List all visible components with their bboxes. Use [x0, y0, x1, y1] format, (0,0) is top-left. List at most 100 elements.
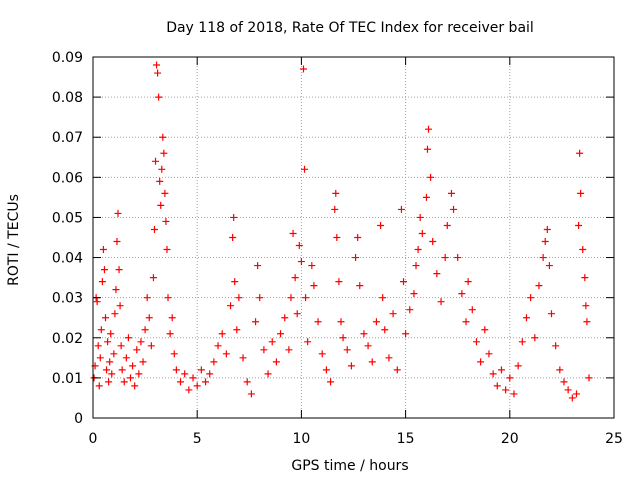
data-point: [93, 298, 101, 306]
data-point: [337, 318, 345, 326]
plot-frame: [92, 56, 615, 419]
data-point: [368, 358, 376, 366]
data-point: [197, 366, 205, 374]
y-tick-label: 0.06: [52, 170, 83, 186]
data-point: [304, 338, 312, 346]
data-point: [385, 354, 393, 362]
y-tick-label: 0.04: [52, 251, 83, 267]
y-axis-label: ROTI / TECUs: [6, 194, 22, 286]
data-point: [98, 278, 106, 286]
data-point: [100, 266, 108, 274]
data-point: [157, 201, 165, 209]
data-point: [110, 350, 118, 358]
data-point: [441, 254, 449, 262]
data-point: [268, 338, 276, 346]
data-point: [547, 310, 555, 318]
data-point: [423, 145, 431, 153]
data-point: [389, 310, 397, 318]
data-point: [379, 294, 387, 302]
data-point: [105, 378, 113, 386]
data-point: [481, 326, 489, 334]
y-tick-label: 0.08: [52, 90, 83, 106]
x-tick-label: 15: [397, 431, 415, 447]
chart-title: Day 118 of 2018, Rate Of TEC Index for r…: [166, 20, 534, 36]
data-point: [575, 221, 583, 229]
y-tick-label: 0.05: [52, 210, 83, 226]
data-point: [472, 338, 480, 346]
x-axis: 0 5 10 15 20 25: [89, 57, 623, 447]
data-point: [585, 374, 593, 382]
data-point: [412, 262, 420, 270]
data-point: [522, 314, 530, 322]
data-point: [229, 234, 237, 241]
data-point: [497, 366, 505, 374]
data-point: [410, 290, 418, 298]
data-point: [104, 338, 112, 346]
data-point: [185, 386, 193, 394]
data-point: [381, 326, 389, 334]
data-point: [352, 254, 360, 262]
data-point: [150, 225, 158, 233]
data-point: [285, 346, 293, 354]
data-point: [172, 366, 180, 374]
data-point: [135, 370, 143, 378]
data-point: [356, 282, 364, 290]
data-point: [107, 330, 115, 338]
data-point: [152, 157, 160, 165]
data-point: [94, 342, 102, 350]
data-point: [318, 350, 326, 358]
y-tick-label: 0.01: [52, 371, 83, 387]
data-point: [153, 61, 161, 69]
x-tick-label: 10: [292, 431, 310, 447]
y-tick-label: 0: [74, 411, 83, 427]
data-point: [133, 346, 141, 354]
data-point: [239, 354, 247, 362]
data-point: [343, 346, 351, 354]
data-point: [572, 390, 580, 398]
data-point: [230, 213, 238, 221]
data-point: [314, 318, 322, 326]
data-point: [131, 382, 139, 390]
data-point: [458, 290, 466, 298]
data-point: [364, 342, 372, 350]
data-point: [181, 370, 189, 378]
data-point: [177, 378, 185, 386]
data-point: [95, 382, 103, 390]
data-point: [127, 374, 135, 382]
data-point: [377, 221, 385, 229]
data-point: [227, 302, 235, 310]
data-point: [425, 125, 433, 133]
data-point: [120, 378, 128, 386]
data-point: [372, 318, 380, 326]
data-point: [264, 370, 272, 378]
data-point: [291, 274, 299, 282]
data-point: [564, 386, 572, 394]
data-point: [462, 318, 470, 326]
data-point: [327, 378, 335, 386]
x-tick-label: 0: [89, 431, 98, 447]
data-point: [214, 342, 222, 350]
data-point: [103, 366, 111, 374]
data-point: [560, 378, 568, 386]
data-point: [489, 370, 497, 378]
data-point: [161, 189, 169, 197]
data-point: [502, 386, 510, 394]
data-point: [527, 294, 535, 302]
data-point: [322, 366, 330, 374]
x-tick-label: 5: [193, 431, 202, 447]
data-point: [117, 342, 125, 350]
data-point: [577, 189, 585, 197]
y-axis: 0 0.01 0.02 0.03 0.04 0.05 0.06 0.07 0.08 0.09: [52, 50, 614, 427]
data-point: [295, 242, 303, 250]
data-point: [422, 193, 430, 201]
data-point: [335, 278, 343, 286]
data-point: [202, 378, 210, 386]
y-tick-label: 0.03: [52, 291, 83, 307]
data-point: [514, 362, 522, 370]
data-point: [427, 173, 435, 181]
data-point: [113, 238, 121, 246]
data-point: [293, 310, 301, 318]
data-point: [518, 338, 526, 346]
data-point: [272, 358, 280, 366]
data-point: [418, 229, 426, 237]
